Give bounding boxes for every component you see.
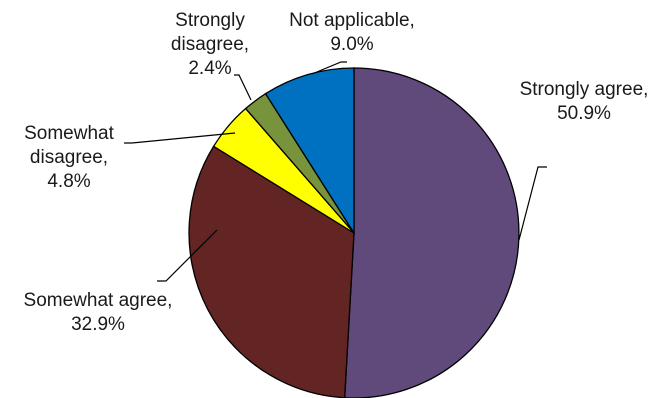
slice-label-line: disagree,	[171, 34, 249, 55]
slice-label-strongly-agree: Strongly agree, 50.9%	[520, 79, 649, 124]
slice-label-line: 4.8%	[47, 171, 90, 192]
slice-label-line: Strongly	[175, 10, 245, 31]
leader-line-strongly-agree	[518, 166, 547, 241]
slice-label-line: disagree,	[30, 147, 108, 168]
slice-label-strongly-disagree: Strongly disagree, 2.4%	[171, 10, 249, 79]
leader-line-somewhat-disagree	[124, 132, 236, 144]
slice-labels: Strongly agree, 50.9% Somewhat agree, 32.9%…	[24, 10, 649, 335]
slice-label-line: Strongly agree,	[520, 79, 649, 100]
slice-label-line: Somewhat	[24, 123, 114, 144]
pie-slice-somewhat-agree	[188, 145, 355, 398]
slice-label-line: Somewhat agree,	[24, 290, 173, 311]
leader-line-not-applicable	[311, 61, 347, 75]
slice-label-not-applicable: Not applicable, 9.0%	[289, 10, 415, 55]
pie-slice-not-applicable	[264, 67, 355, 236]
leader-lines	[124, 61, 547, 282]
slice-label-line: 2.4%	[188, 58, 231, 79]
leader-line-somewhat-agree	[157, 229, 218, 282]
pie-slices	[188, 67, 520, 398]
slice-label-somewhat-agree: Somewhat agree, 32.9%	[24, 290, 173, 335]
slice-label-line: Not applicable,	[289, 10, 415, 31]
slice-label-line: 50.9%	[557, 103, 611, 124]
slice-label-somewhat-disagree: Somewhat disagree, 4.8%	[24, 123, 114, 192]
slice-label-line: 9.0%	[330, 34, 373, 55]
leader-line-strongly-disagree	[234, 74, 252, 101]
slice-label-line: 32.9%	[71, 314, 125, 335]
pie-slice-strongly-agree	[344, 67, 520, 398]
